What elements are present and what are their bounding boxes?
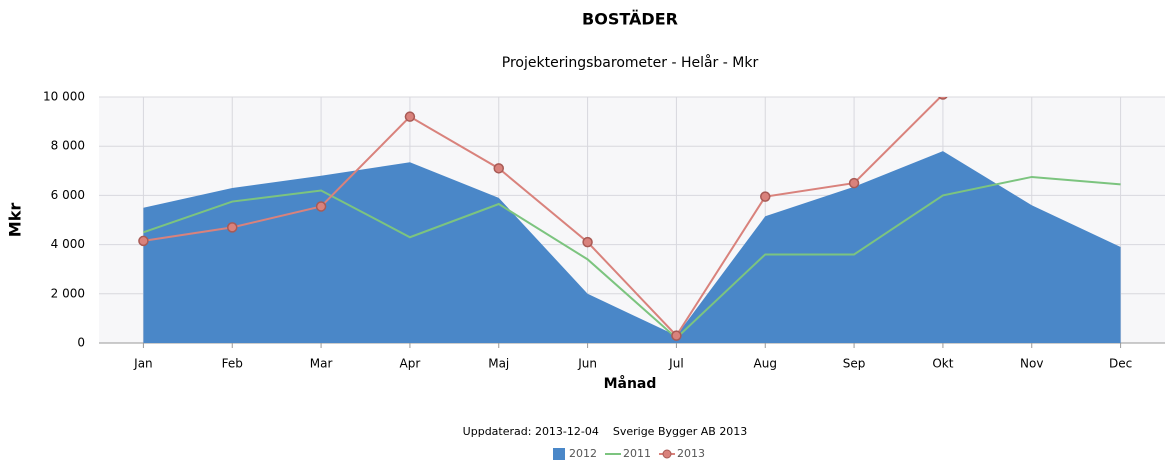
legend-swatch [553,448,565,460]
x-axis-label: Månad [604,375,657,392]
footnote: Uppdaterad: 2013-12-04 Sverige Bygger AB… [463,425,748,438]
y-tick-label: 4 000 [51,237,85,251]
legend-label: 2011 [623,447,651,460]
x-tick-label: Apr [400,357,421,371]
x-tick-label: Jun [577,357,597,371]
chart-title: BOSTÄDER [582,10,678,29]
x-tick-label: Sep [843,357,866,371]
area [143,151,1121,343]
legend-label: 2012 [569,447,597,460]
marker [671,330,682,341]
legend-label: 2013 [677,447,705,460]
marker [227,222,238,233]
y-tick-label: 0 [77,336,85,350]
x-tick-label: Feb [222,357,243,371]
marker [848,177,860,189]
marker [582,236,593,248]
x-tick-label: Maj [488,357,509,371]
y-tick-label: 2 000 [51,286,85,300]
line [143,175,1121,340]
x-tick-label: Nov [1020,357,1043,371]
legend-marker [662,449,672,459]
line [143,97,942,338]
marker [938,97,948,100]
marker [138,235,149,247]
x-tick-label: Dec [1109,357,1132,371]
y-tick-label: 8 000 [51,139,85,153]
plot-series [138,97,1121,343]
marker [493,163,504,174]
chart-subtitle: Projekteringsbarometer - Helår - Mkr [502,54,759,71]
x-tick-label: Jul [668,357,683,371]
x-tick-label: Jan [133,357,153,371]
y-tick-label: 6 000 [51,188,85,202]
x-tick-label: Mar [310,357,333,371]
marker [315,201,327,212]
marker [760,191,771,202]
marker [404,111,416,122]
x-tick-label: Aug [754,357,777,371]
y-tick-label: 10 000 [43,90,85,104]
y-axis-label: Mkr [6,203,25,238]
x-tick-label: Okt [932,357,953,371]
